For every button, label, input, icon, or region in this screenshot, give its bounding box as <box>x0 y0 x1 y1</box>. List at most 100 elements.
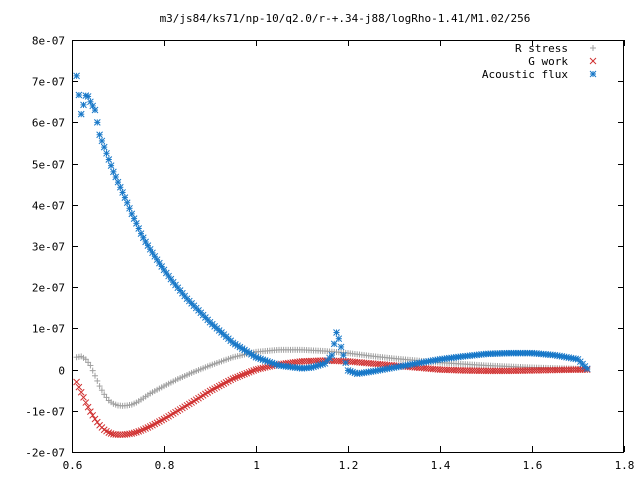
data-point <box>91 106 99 114</box>
x-tick-label: 0.6 <box>63 459 83 472</box>
data-point <box>84 403 92 411</box>
data-point <box>583 365 591 373</box>
data-point <box>114 178 122 186</box>
legend-label: Acoustic flux <box>482 68 568 81</box>
y-axis: -2e-07 -1e-07 0 1e-07 2e-07 3e-07 4e-07 5e-07 6e… <box>25 35 624 460</box>
data-point <box>93 119 101 126</box>
series-g-work <box>73 357 591 439</box>
data-point <box>135 428 143 435</box>
data-point <box>116 183 124 191</box>
data-point <box>153 256 161 264</box>
data-point <box>126 204 133 212</box>
y-tick-label: 1e-07 <box>32 323 65 336</box>
data-point <box>342 359 350 367</box>
data-point <box>98 387 105 394</box>
data-point <box>130 429 138 437</box>
data-point <box>121 194 129 201</box>
data-point <box>107 162 115 170</box>
data-point <box>93 418 101 426</box>
data-point <box>123 199 131 207</box>
legend-acoustic-flux: Acoustic flux <box>482 68 597 81</box>
data-point <box>105 156 113 163</box>
data-point <box>73 72 80 80</box>
y-tick-label: 5e-07 <box>32 159 65 172</box>
data-point <box>328 351 336 359</box>
data-point <box>77 388 85 396</box>
y-tick-label: -2e-07 <box>25 447 65 460</box>
legend-g-work: G work <box>528 55 597 68</box>
data-point <box>82 356 89 363</box>
data-point <box>245 368 253 376</box>
data-point <box>80 394 87 401</box>
data-point <box>112 173 120 181</box>
data-point <box>87 408 94 415</box>
x-tick-label: 1.4 <box>431 459 451 472</box>
series-acoustic-flux <box>73 72 591 378</box>
y-tick-label: 6e-07 <box>32 117 65 130</box>
legend-marker <box>590 45 596 51</box>
data-point <box>105 429 113 436</box>
data-point <box>133 219 140 227</box>
data-point <box>92 372 98 379</box>
data-point <box>75 383 83 391</box>
data-point <box>248 368 255 375</box>
x-tick-label: 1 <box>253 459 260 472</box>
legend-marker <box>589 70 597 78</box>
data-point <box>101 391 108 398</box>
data-point <box>100 143 108 151</box>
data-point <box>333 329 340 336</box>
data-point <box>236 372 244 380</box>
data-point <box>250 367 258 374</box>
y-tick-label: 7e-07 <box>32 76 65 89</box>
x-tick-label: 0.8 <box>155 459 175 472</box>
legend-label: G work <box>528 55 568 68</box>
data-point <box>91 415 99 423</box>
data-point <box>340 351 347 359</box>
data-point <box>238 371 246 379</box>
y-tick-label: 2e-07 <box>32 282 65 295</box>
data-point <box>151 252 159 260</box>
data-point <box>337 343 345 351</box>
data-point <box>96 131 103 139</box>
data-point <box>243 369 251 377</box>
data-point <box>82 399 90 406</box>
y-tick-label: 4e-07 <box>32 200 65 213</box>
chart-title: m3/js84/ks71/np-10/q2.0/r-+.34-j88/logRh… <box>160 12 531 25</box>
data-point <box>87 362 94 369</box>
data-point <box>231 374 239 382</box>
data-point <box>103 394 110 401</box>
data-point <box>80 101 87 109</box>
data-point <box>110 168 117 176</box>
data-point <box>96 383 103 390</box>
data-point <box>89 367 96 374</box>
data-point <box>84 93 92 100</box>
y-tick-label: -1e-07 <box>25 406 65 419</box>
data-point <box>94 377 101 384</box>
y-tick-label: 3e-07 <box>32 241 65 254</box>
data-point <box>335 335 343 343</box>
x-tick-label: 1.2 <box>339 459 359 472</box>
data-point <box>119 189 126 196</box>
data-point <box>135 225 143 232</box>
data-point <box>75 91 83 99</box>
legend-label: R stress <box>515 42 568 55</box>
data-point <box>103 149 110 157</box>
y-tick-label: 8e-07 <box>32 35 65 48</box>
legend-marker <box>589 57 597 65</box>
data-point <box>77 110 85 118</box>
legend-r-stress: R stress <box>515 42 596 55</box>
data-point <box>85 359 92 366</box>
y-tick-label: 0 <box>58 365 65 378</box>
x-tick-label: 1.8 <box>615 459 635 472</box>
data-point <box>98 137 106 145</box>
data-point <box>133 428 140 436</box>
data-point <box>241 370 248 378</box>
x-axis: 0.6 0.8 1 1.2 1.4 1.6 1.8 <box>63 40 635 472</box>
data-point <box>236 343 244 351</box>
data-point <box>89 411 97 419</box>
data-point <box>73 378 80 386</box>
series-layer <box>73 72 591 439</box>
data-point <box>229 375 237 383</box>
